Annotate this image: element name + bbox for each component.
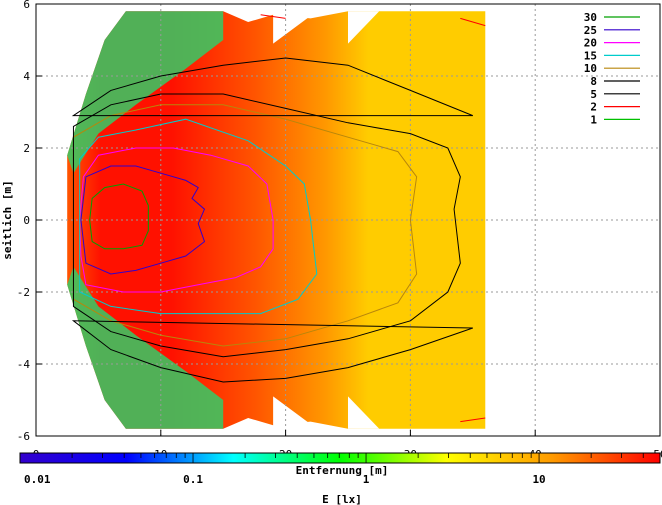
colorbar-tick-label: 10 xyxy=(532,473,545,486)
contour-15 xyxy=(79,118,318,315)
legend-label: 25 xyxy=(584,24,597,37)
y-axis-ticks: -6 -4 -2 0 2 4 6 xyxy=(17,0,42,443)
legend-label: 5 xyxy=(590,88,597,101)
contour-25 xyxy=(80,165,206,275)
grid xyxy=(36,4,660,436)
contour-5 xyxy=(71,320,473,383)
y-tick-label: -4 xyxy=(17,358,31,371)
colorbar-tick-label: 0.1 xyxy=(183,473,203,486)
legend-label: 1 xyxy=(590,113,597,126)
heatmap-fringe-top xyxy=(67,11,224,174)
contour-lines xyxy=(71,14,486,423)
legend-label: 10 xyxy=(584,62,597,75)
contour-30 xyxy=(89,183,149,250)
x-axis-label: Entfernung [m] xyxy=(296,464,389,477)
y-tick-label: 2 xyxy=(23,142,30,155)
fan-gap xyxy=(348,11,380,44)
fan-gap xyxy=(273,396,317,429)
legend-label: 20 xyxy=(584,37,597,50)
heatmap-fringe-bottom xyxy=(67,266,224,429)
legend-label: 30 xyxy=(584,11,597,24)
legend-label: 2 xyxy=(590,101,597,114)
legend-label: 15 xyxy=(584,49,597,62)
y-axis-label: seitlich [m] xyxy=(1,180,14,259)
colorbar-tick-label: 1 xyxy=(363,473,370,486)
fan-gap xyxy=(348,396,380,429)
fan-gap xyxy=(273,11,317,44)
y-tick-label: 4 xyxy=(23,70,30,83)
contour-5 xyxy=(71,57,473,117)
y-tick-label: 0 xyxy=(23,214,30,227)
legend-label: 8 xyxy=(590,75,597,88)
y-tick-label: -6 xyxy=(17,430,30,443)
contour-2 xyxy=(260,14,286,19)
colorbar-label: E [lx] xyxy=(322,493,362,505)
y-tick-label: -2 xyxy=(17,286,30,299)
colorbar xyxy=(19,452,661,464)
contour-8 xyxy=(72,93,461,358)
contour-2 xyxy=(460,417,486,423)
contour-20 xyxy=(79,147,274,293)
colorbar-tick-label: 0.01 xyxy=(24,473,51,486)
colorbar-ticks: 0.01 0.1 1 10 xyxy=(19,453,661,486)
y-tick-label: 6 xyxy=(23,0,30,11)
contour-2 xyxy=(460,17,486,27)
contour-10 xyxy=(72,104,418,347)
